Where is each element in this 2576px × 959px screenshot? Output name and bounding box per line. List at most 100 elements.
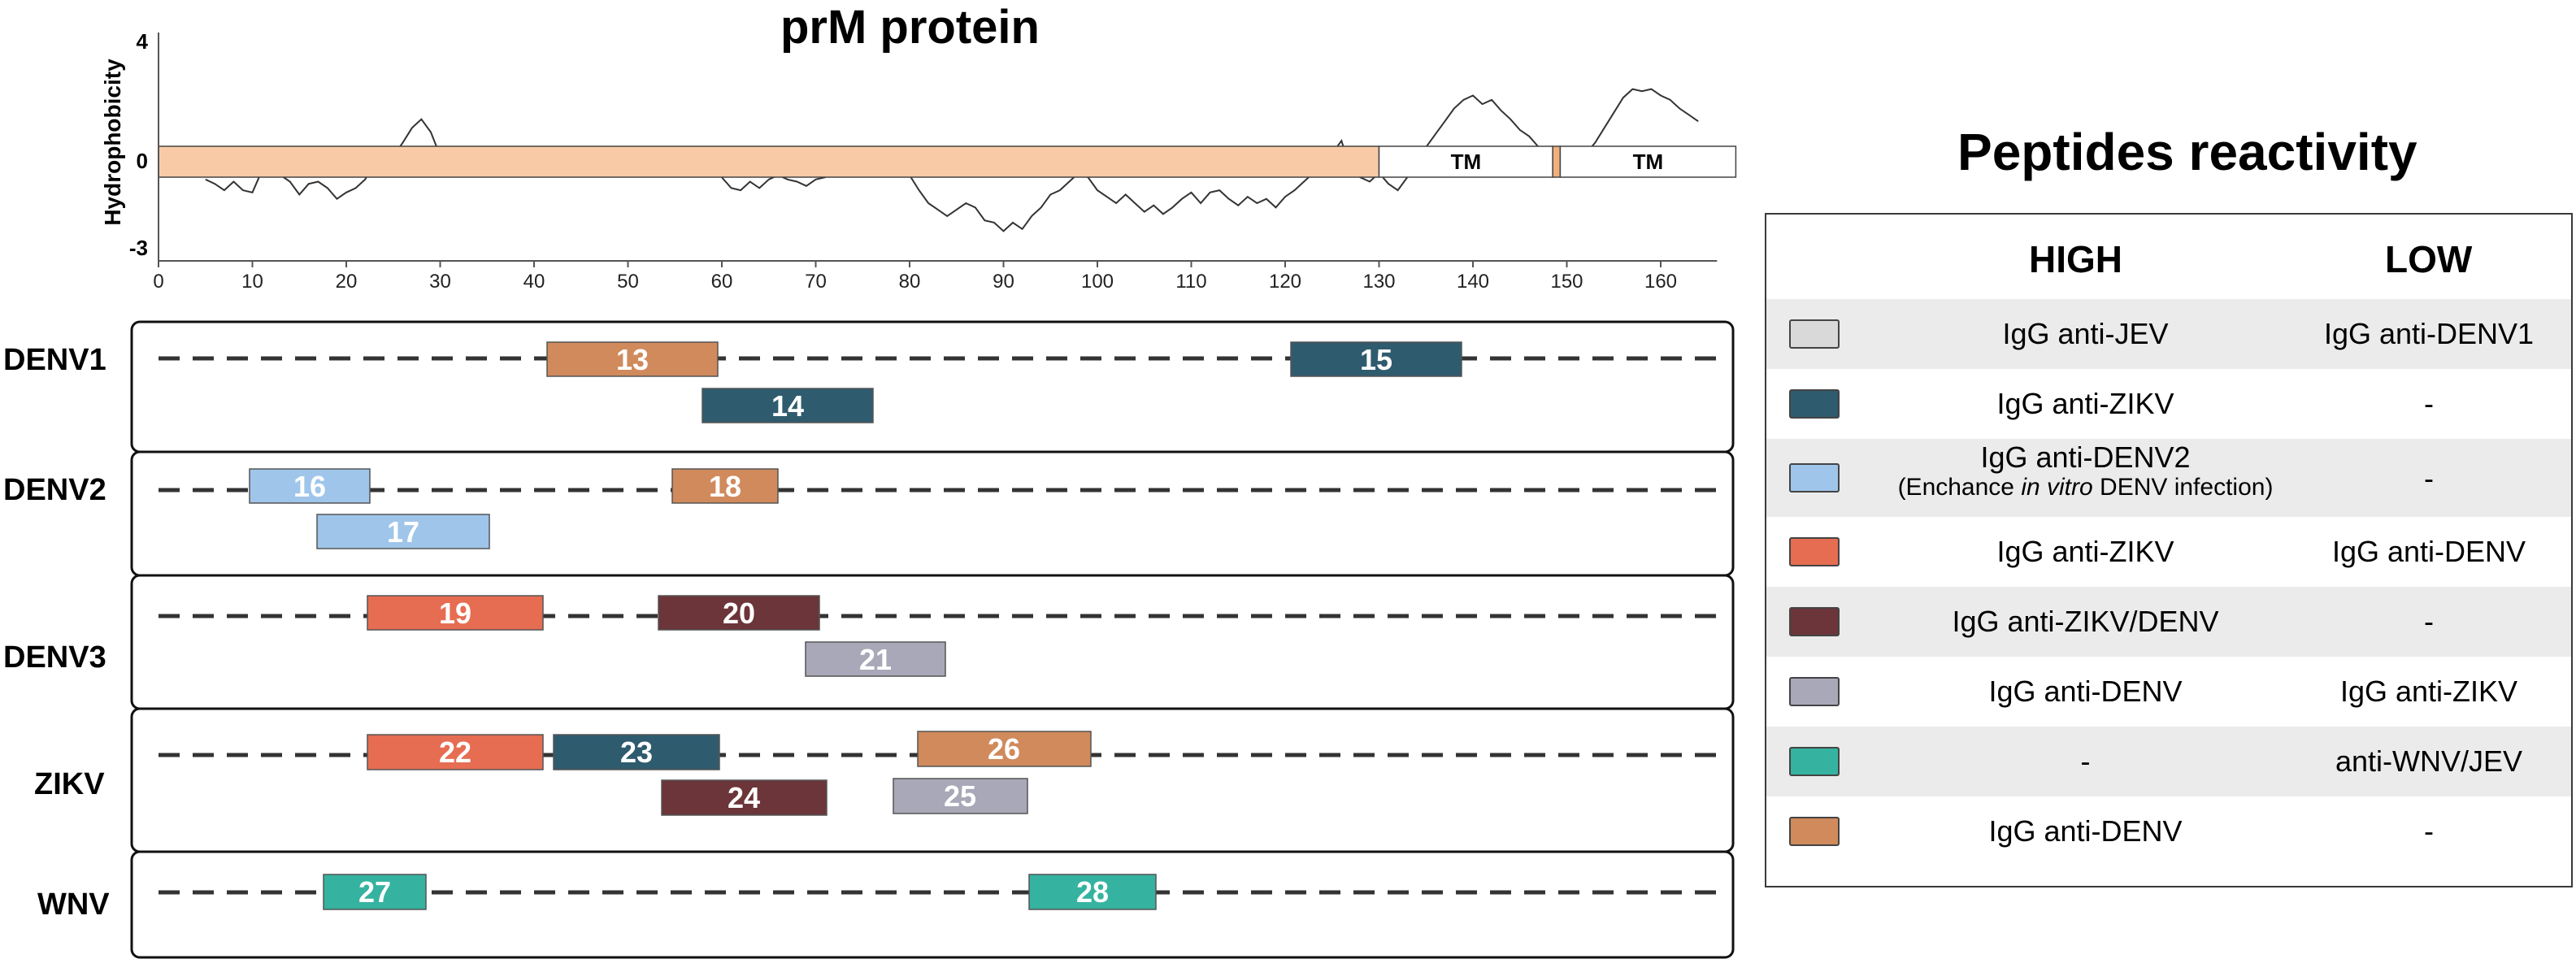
peptide-28-label: 28 <box>1076 875 1109 909</box>
peptide-20: 20 <box>658 595 820 631</box>
peptide-23: 23 <box>553 734 720 770</box>
legend-high-note: (Enchance in vitro DENV infection) <box>1897 474 2274 501</box>
peptide-27-label: 27 <box>358 875 391 909</box>
peptide-28: 28 <box>1028 874 1157 910</box>
x-tick-label: 30 <box>429 271 451 293</box>
peptide-14-label: 14 <box>771 389 804 423</box>
legend-row: IgG anti-DENV IgG anti-ZIKV <box>1766 657 2571 727</box>
legend-high: IgG anti-DENV2 (Enchance in vitro DENV i… <box>1856 440 2315 502</box>
peptide-19-label: 19 <box>439 597 471 630</box>
peptide-25-box <box>893 778 1028 814</box>
legend-row: - anti-WNV/JEV <box>1766 727 2571 796</box>
x-tick-label: 110 <box>1175 271 1206 293</box>
domain-segment <box>1559 145 1737 178</box>
peptide-13-box <box>546 341 719 377</box>
legend-swatch <box>1789 389 1840 419</box>
peptide-map: 13 15 14 16 18 17 19 20 21 22 23 <box>130 320 1735 959</box>
legend-low: IgG anti-DENV <box>2331 535 2526 568</box>
legend-row: IgG anti-JEV IgG anti-DENV1 <box>1766 299 2571 369</box>
x-tick-label: 0 <box>153 271 163 293</box>
legend-row: IgG anti-DENV - <box>1766 796 2571 866</box>
legend-swatch <box>1789 537 1840 566</box>
x-tick-label: 150 <box>1550 271 1583 293</box>
legend-high: IgG anti-DENV <box>1988 814 2183 848</box>
peptide-17-label: 17 <box>387 515 419 549</box>
peptide-25: 25 <box>893 778 1028 814</box>
legend-low: IgG anti-DENV1 <box>2323 317 2535 350</box>
protein-title: prM protein <box>780 1 1040 54</box>
legend-row: IgG anti-ZIKV IgG anti-DENV <box>1766 517 2571 587</box>
x-tick-label: 50 <box>617 271 639 293</box>
peptide-24-label: 24 <box>728 781 760 814</box>
peptide-26: 26 <box>917 731 1092 767</box>
virus-label-zikv: ZIKV <box>34 767 105 801</box>
peptide-24: 24 <box>661 779 828 816</box>
peptide-26-box <box>917 731 1092 767</box>
peptide-24-box <box>661 779 828 816</box>
legend-row: IgG anti-ZIKV/DENV - <box>1766 587 2571 657</box>
domain-label: TM <box>1633 150 1664 174</box>
legend-high: IgG anti-ZIKV/DENV <box>1952 605 2219 638</box>
x-tick-label: 90 <box>993 271 1014 293</box>
x-tick-label: 10 <box>241 271 263 293</box>
x-tick-label: 20 <box>336 271 358 293</box>
x-tick-label: 160 <box>1644 271 1677 293</box>
legend-high-main: IgG anti-DENV2 <box>1980 440 2191 474</box>
peptide-21: 21 <box>805 641 946 677</box>
x-tick-label: 140 <box>1457 271 1489 293</box>
peptide-15-box <box>1290 341 1462 377</box>
x-tick-label: 60 <box>711 271 733 293</box>
reactivity-legend: HIGH LOW IgG anti-JEV IgG anti-DENV1 IgG… <box>1765 213 2573 887</box>
x-tick-label: 80 <box>899 271 921 293</box>
peptide-13: 13 <box>546 341 719 377</box>
legend-low: - <box>2424 605 2434 638</box>
column-header-low: LOW <box>2385 238 2473 280</box>
peptide-26-label: 26 <box>988 732 1020 766</box>
peptide-14: 14 <box>702 388 874 423</box>
legend-low: - <box>2424 387 2434 420</box>
legend-low: anti-WNV/JEV <box>2335 744 2523 778</box>
peptide-18: 18 <box>671 468 779 504</box>
peptide-20-box <box>658 595 820 631</box>
virus-label-wnv: WNV <box>37 887 110 922</box>
domain-segment <box>1378 145 1553 178</box>
peptide-23-box <box>553 734 720 770</box>
peptide-16-box <box>249 468 371 504</box>
peptide-13-label: 13 <box>616 343 649 376</box>
legend-high: - <box>2080 744 2091 778</box>
panel-denv2 <box>130 450 1735 577</box>
reactivity-title: Peptides reactivity <box>1957 123 2417 181</box>
domain-segment <box>158 145 1380 178</box>
peptide-18-label: 18 <box>709 470 741 503</box>
peptide-15-label: 15 <box>1360 343 1392 376</box>
panel-denv1 <box>130 320 1735 453</box>
hydrophobicity-plot: Hydrophobicity 4 0 -3 TM TM 0 10 20 30 40 50 60… <box>100 29 1737 293</box>
x-tick-label: 130 <box>1362 271 1395 293</box>
peptide-23-label: 23 <box>620 736 653 769</box>
virus-label-denv1: DENV1 <box>3 343 106 377</box>
legend-low: IgG anti-ZIKV <box>2339 675 2518 708</box>
legend-swatch <box>1789 463 1840 493</box>
peptide-22-box <box>367 734 544 770</box>
panel-wnv <box>130 850 1735 959</box>
peptide-25-label: 25 <box>944 779 976 813</box>
legend-high: IgG anti-JEV <box>2002 317 2169 350</box>
y-tick-label: 0 <box>137 149 148 173</box>
x-tick-label: 70 <box>805 271 827 293</box>
legend-swatch <box>1789 817 1840 846</box>
domain-label: TM <box>1451 150 1482 174</box>
peptide-28-box <box>1028 874 1157 910</box>
hydro-ylabel: Hydrophobicity <box>100 59 125 226</box>
legend-swatch <box>1789 677 1840 706</box>
legend-high: IgG anti-DENV <box>1988 675 2183 708</box>
peptide-21-box <box>805 641 946 677</box>
legend-swatch <box>1789 607 1840 636</box>
peptide-16-label: 16 <box>293 470 326 503</box>
peptide-16: 16 <box>249 468 371 504</box>
legend-high: IgG anti-ZIKV <box>1996 535 2174 568</box>
peptide-27: 27 <box>323 874 427 910</box>
peptide-18-box <box>671 468 779 504</box>
x-tick-label: 100 <box>1081 271 1114 293</box>
legend-low: - <box>2424 814 2434 848</box>
peptide-20-label: 20 <box>723 597 755 630</box>
